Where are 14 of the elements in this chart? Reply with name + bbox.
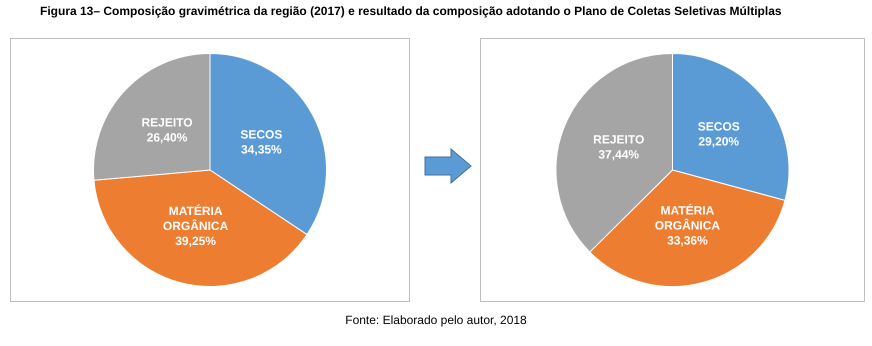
slice-label: SECOS: [698, 119, 740, 134]
slice-label: MATÉRIA ORGÂNICA: [162, 204, 229, 233]
text: Figura 13– Composição gravimétrica da região (2017) e resultado da composição adotando o Plano de Coletas Seletivas Múltiplas: [40, 4, 782, 18]
data-label: 39,25%: [175, 234, 216, 248]
data-label: 37,44%: [598, 147, 640, 162]
slice-label: REJEITO: [593, 132, 644, 146]
data-label: 33,36%: [667, 234, 708, 248]
slice-label: SECOS: [240, 127, 282, 142]
source-note: Fonte: Elaborado pelo autor, 2018: [344, 313, 528, 327]
data-label: 26,40%: [146, 130, 188, 144]
slice-label: MATÉRIA ORGÂNICA: [654, 204, 720, 233]
data-label: 29,20%: [698, 134, 740, 148]
data-label: 34,35%: [241, 142, 282, 156]
slice-label: REJEITO: [141, 115, 193, 130]
